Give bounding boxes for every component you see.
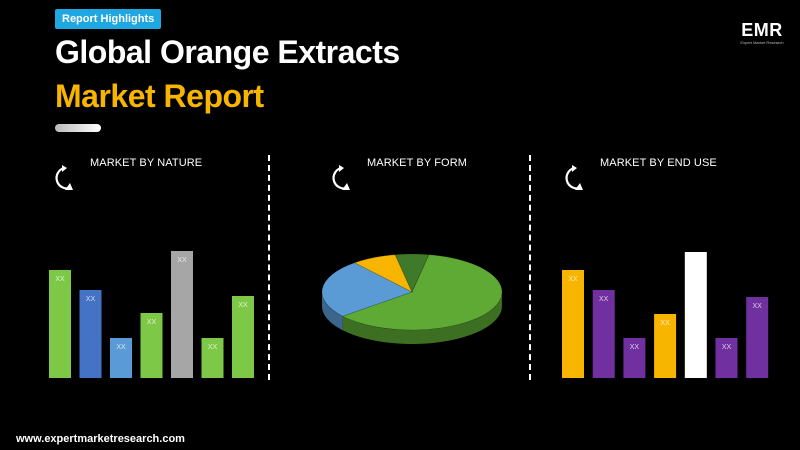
bar-data-label: XX	[722, 344, 732, 351]
bar-data-label: XX	[55, 276, 65, 283]
bar	[623, 338, 646, 378]
bar-data-label: XX	[86, 296, 96, 303]
pie-slice	[321, 262, 413, 317]
cycle-arrow-icon	[55, 165, 73, 190]
bar	[49, 270, 71, 378]
bar	[592, 290, 615, 378]
logo-tagline: Expert Market Research	[740, 40, 784, 45]
bar-data-label: XX	[177, 257, 187, 264]
bar-data-label: XX	[691, 258, 701, 265]
page-title-line1: Global Orange Extracts	[55, 34, 400, 70]
page-title-line2: Market Report	[55, 78, 264, 114]
bar	[201, 338, 224, 378]
bar	[79, 290, 102, 378]
footer-url: www.expertmarketresearch.com	[16, 433, 185, 445]
bar-data-label: XX	[238, 302, 248, 309]
bar-data-label: XX	[116, 344, 126, 351]
report-highlights-badge: Report Highlights	[55, 9, 162, 29]
bar-data-label: XX	[630, 344, 640, 351]
cycle-arrow-icon	[565, 165, 583, 190]
section-divider	[268, 155, 270, 380]
bar-data-label: XX	[208, 344, 218, 351]
bar	[171, 251, 193, 378]
bar-data-label: XX	[660, 320, 670, 327]
section-title-end-use: MARKET BY END USE	[600, 157, 717, 169]
bar-data-label: XX	[147, 319, 157, 326]
logo-mark: EMR	[741, 20, 783, 40]
bar	[140, 313, 163, 378]
bar	[110, 338, 132, 378]
cycle-arrow-icon	[332, 165, 350, 190]
decorative-pill	[55, 124, 101, 132]
bar	[654, 314, 677, 378]
pie-slice	[394, 253, 430, 293]
bar	[684, 252, 707, 378]
section-divider	[529, 155, 531, 380]
section-title-form: MARKET BY FORM	[367, 157, 468, 169]
bar	[562, 270, 584, 378]
bar	[746, 297, 769, 378]
bar	[715, 338, 738, 378]
pie-slice	[341, 254, 503, 331]
bar-data-label: XX	[599, 296, 609, 303]
pie-slice-side	[342, 292, 502, 344]
emr-logo: EMR Expert Market Research	[733, 20, 791, 45]
pie-slice	[353, 254, 413, 293]
bar-data-label: XX	[568, 276, 578, 283]
bar	[232, 296, 254, 378]
section-title-nature: MARKET BY NATURE	[90, 157, 203, 169]
pie-slice-side	[322, 292, 343, 331]
bar-data-label: XX	[753, 303, 763, 310]
